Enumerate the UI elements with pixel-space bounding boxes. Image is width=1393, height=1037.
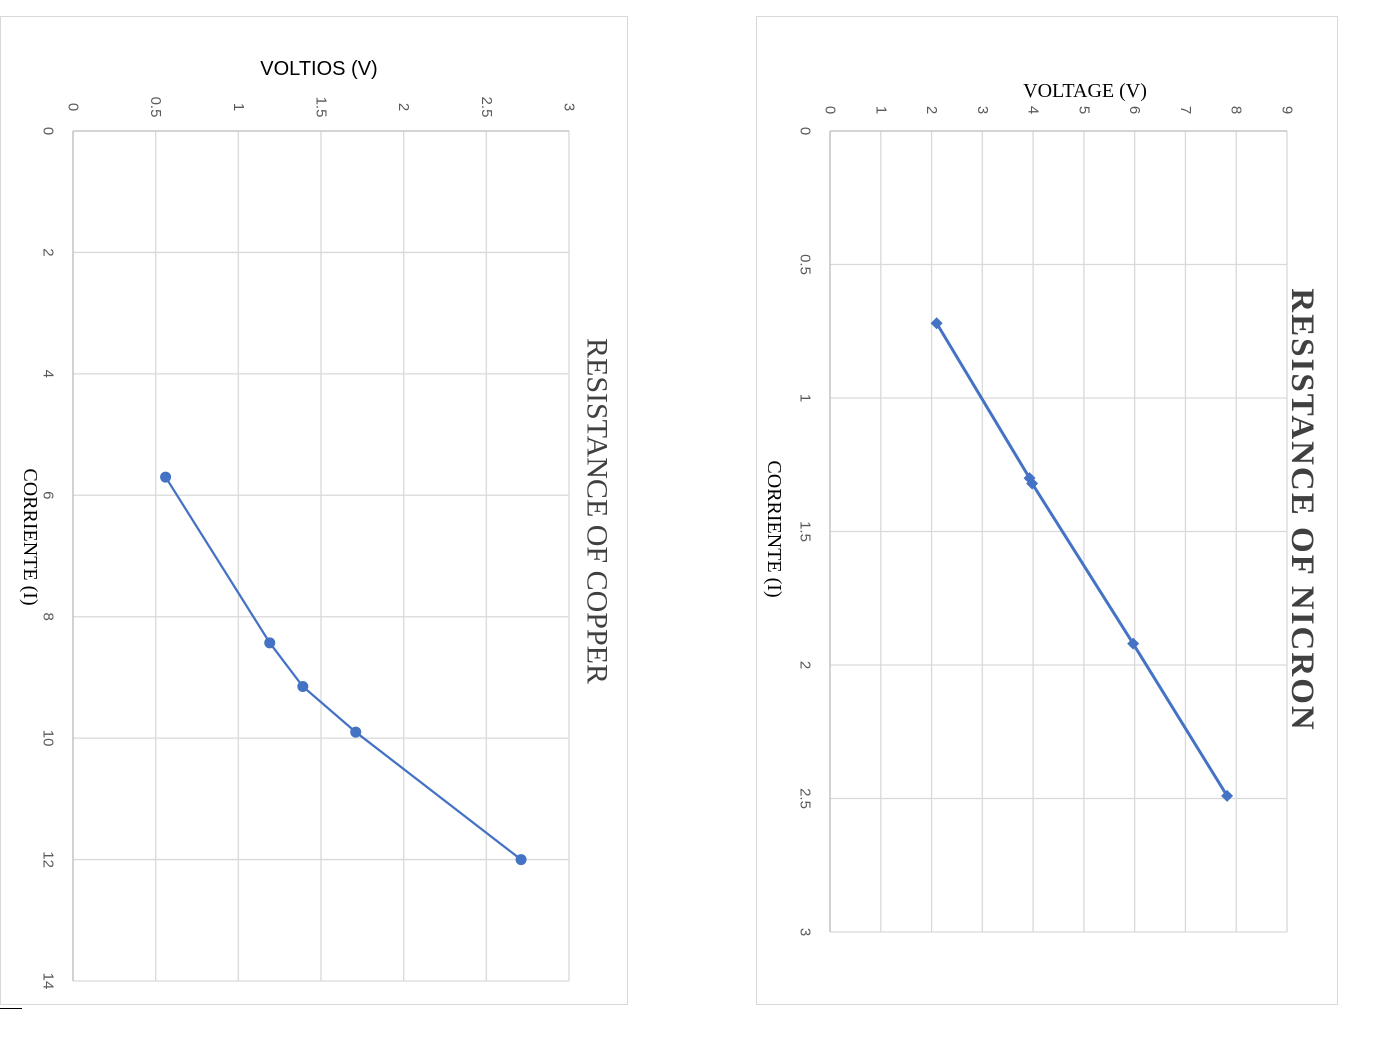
nicron-current-tick-label: 3 [797,928,814,936]
copper-voltage-tick-label: 0.5 [147,97,164,118]
copper-series-line [164,476,522,861]
nicron-current-tick-label: 0 [797,127,814,135]
copper-voltage-tick-label: 1.5 [313,97,330,118]
nicron-current-tick-label: 1 [797,394,814,402]
copper-voltage-tick-label: 0 [65,103,82,111]
nicron-data-point [1221,789,1234,802]
nicron-data-point [930,317,943,330]
nicron-voltage-tick-label: 1 [872,106,889,114]
nicron-voltage-tick-label: 5 [1075,106,1092,114]
copper-current-tick-label: 2 [40,248,57,256]
nicron-voltage-tick-label: 9 [1279,106,1296,114]
nicron-voltage-tick-label: 0 [822,106,839,114]
copper-voltage-axis-title: VOLTIOS (V) [260,58,377,80]
stray-line-mark [0,1008,22,1009]
copper-data-point [297,681,309,693]
copper-data-point [264,637,276,649]
copper-current-tick-label: 14 [40,973,57,990]
copper-current-tick-label: 10 [40,730,57,747]
nicron-voltage-tick-label: 7 [1177,106,1194,114]
nicron-data-point [1127,637,1140,650]
copper-data-point [515,854,527,866]
nicron-chart: 0 0.5 1 1.5 2 2.5 3 0 1 2 3 4 5 6 7 8 9 VOLTAGE (V) CORRIE… [763,80,1320,936]
copper-data-point [160,471,172,483]
copper-current-tick-label: 0 [40,127,57,135]
nicron-voltage-tick-label: 4 [1025,106,1042,114]
nicron-voltage-axis-title: VOLTAGE (V) [1023,80,1147,102]
nicron-chart-title: RESISTANCE OF NICRON [1284,288,1320,731]
nicron-data-point [1026,477,1039,490]
copper-current-tick-label: 8 [40,613,57,621]
copper-voltage-tick-label: 2.5 [478,97,495,118]
nicron-voltage-tick-label: 8 [1228,106,1245,114]
copper-voltage-tick-label: 3 [561,103,578,111]
copper-current-tick-label: 12 [40,851,57,868]
nicron-current-tick-label: 1.5 [797,521,814,542]
copper-current-tick-label: 6 [40,491,57,499]
copper-chart-title: RESISTANCE OF COPPER [581,338,614,684]
copper-voltage-tick-label: 2 [395,103,412,111]
nicron-voltage-tick-label: 2 [923,106,940,114]
nicron-current-axis-title: CORRIENTE (I) [763,460,785,597]
nicron-voltage-tick-label: 6 [1126,106,1143,114]
nicron-current-tick-label: 2 [797,661,814,669]
copper-chart-frame: 0 2 4 6 8 10 12 14 0 0.5 1 1.5 2 2.5 3 VOLTIOS (V) CORRI… [0,16,628,1005]
copper-chart: 0 2 4 6 8 10 12 14 0 0.5 1 1.5 2 2.5 3 VOLTIOS (V) CORRI… [19,58,614,990]
nicron-voltage-tick-label: 3 [974,106,991,114]
copper-current-tick-label: 4 [40,370,57,378]
copper-data-point [350,726,362,738]
copper-current-axis-title: CORRIENTE (I) [19,468,41,605]
nicron-current-tick-label: 0.5 [797,254,814,275]
nicron-series-line [935,322,1229,797]
nicron-chart-frame: 0 0.5 1 1.5 2 2.5 3 0 1 2 3 4 5 6 7 8 9 VOLTAGE (V) CORRIE… [756,16,1338,1005]
copper-voltage-tick-label: 1 [230,103,247,111]
nicron-current-tick-label: 2.5 [797,788,814,809]
